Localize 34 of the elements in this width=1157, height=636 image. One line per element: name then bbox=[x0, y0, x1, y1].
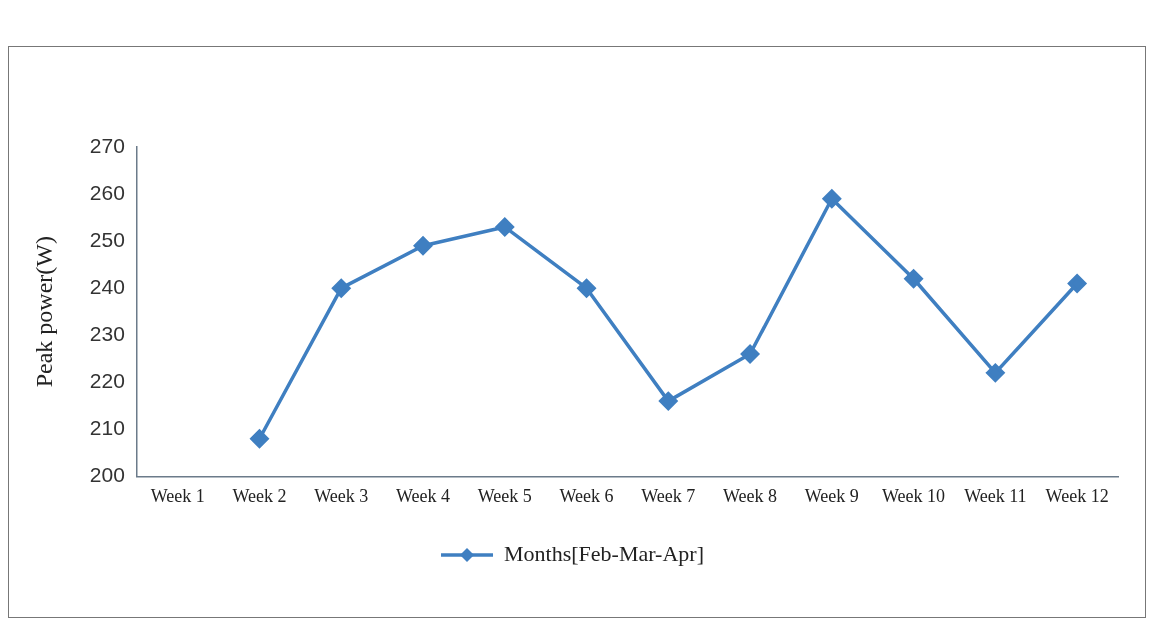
x-tick-label: Week 5 bbox=[477, 485, 532, 506]
x-tick-label: Week 3 bbox=[314, 485, 369, 506]
y-tick-label: 210 bbox=[89, 416, 125, 440]
x-tick-label: Week 9 bbox=[804, 485, 859, 506]
x-tick-label: Week 7 bbox=[641, 485, 696, 506]
y-tick-label: 240 bbox=[89, 274, 125, 298]
y-tick-label: 220 bbox=[89, 369, 125, 393]
x-tick-label: Week 8 bbox=[723, 485, 778, 506]
point bbox=[250, 429, 269, 448]
x-tick-label: Week 1 bbox=[150, 485, 205, 506]
x-tick-label: Week 12 bbox=[1045, 485, 1109, 506]
point bbox=[986, 363, 1005, 383]
point bbox=[1067, 274, 1087, 293]
y-tick-label: 250 bbox=[89, 227, 125, 251]
x-tick-label: Week 10 bbox=[882, 485, 946, 506]
point bbox=[659, 391, 678, 411]
point bbox=[413, 236, 433, 256]
legend-label: Months[Feb-Mar-Apr] bbox=[504, 540, 704, 566]
y-tick-label: 270 bbox=[89, 133, 125, 157]
y-tick-label: 230 bbox=[89, 322, 125, 346]
x-tick-label: Week 11 bbox=[964, 485, 1027, 506]
chart-frame: Peak power(W) Months[Feb-Mar-Apr] Week 1 Week 2 Week 3 Week 4 Week 5 Week 6 Week 7 Week 8 Week 9 Week 10 Week 11 Week 12 200 210 220 230 240 250 260 270 bbox=[8, 46, 1146, 618]
y-tick-label: 260 bbox=[89, 180, 125, 204]
point bbox=[904, 269, 923, 289]
point bbox=[740, 344, 760, 364]
point bbox=[822, 189, 842, 209]
point bbox=[577, 278, 596, 298]
y-axis-title: Peak power(W) bbox=[30, 236, 57, 388]
point bbox=[332, 278, 351, 298]
y-tick-label: 200 bbox=[89, 463, 125, 487]
x-tick-label: Week 2 bbox=[232, 485, 287, 506]
x-tick-label: Week 4 bbox=[395, 485, 451, 506]
point bbox=[495, 217, 515, 237]
x-tick-label: Week 6 bbox=[559, 485, 614, 506]
